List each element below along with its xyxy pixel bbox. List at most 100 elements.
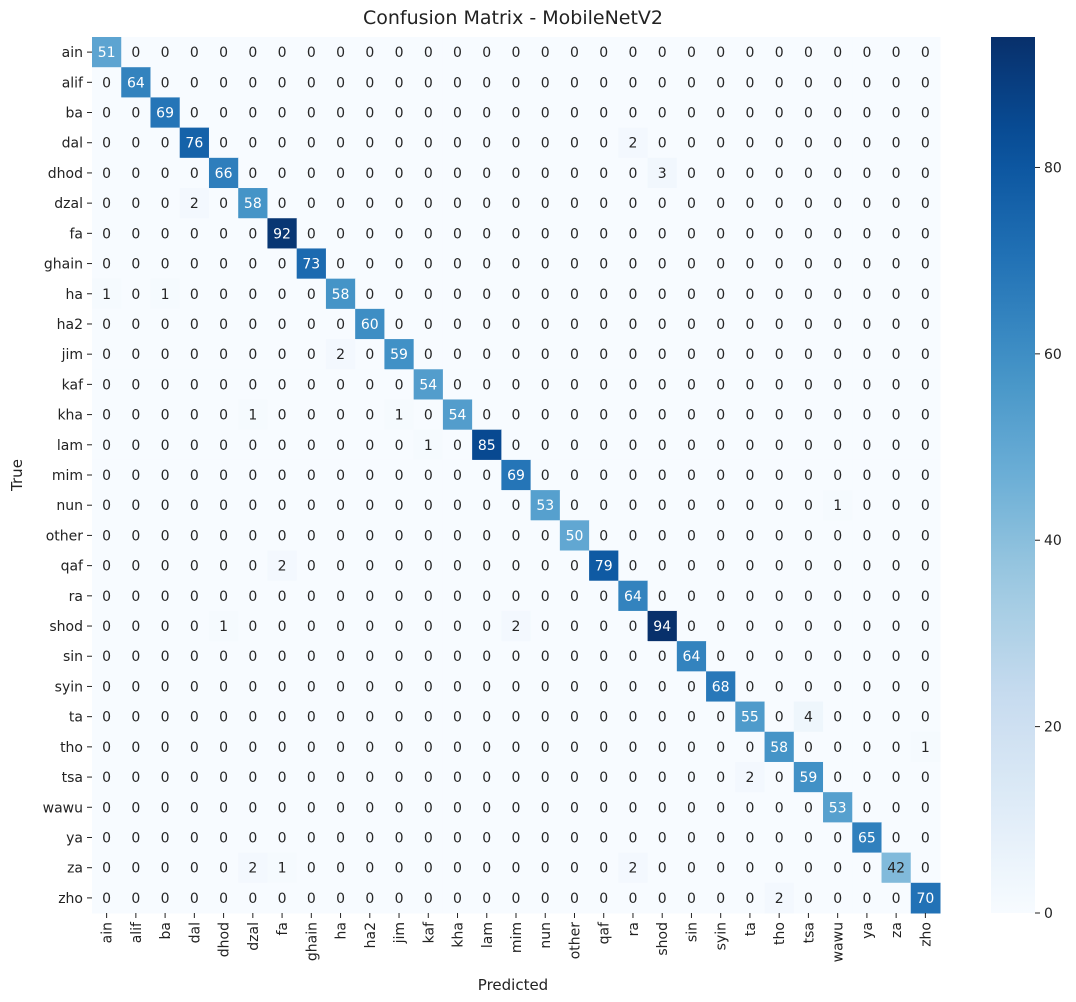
cell-value-label: 0 — [131, 800, 140, 816]
cell-value-label: 0 — [658, 408, 667, 424]
cell-value-label: 0 — [629, 377, 638, 393]
heatmap-cell — [793, 127, 824, 159]
heatmap-cell — [150, 550, 181, 582]
cell-value-label: 50 — [566, 528, 584, 544]
heatmap-cell — [296, 157, 327, 189]
heatmap-cell — [238, 399, 268, 431]
cell-value-label: 0 — [745, 166, 754, 182]
cell-value-label: 0 — [336, 196, 345, 212]
cell-value-label: 0 — [336, 830, 345, 846]
cell-value-label: 0 — [599, 106, 608, 122]
cell-value-label: 0 — [570, 408, 579, 424]
heatmap-cell — [823, 731, 853, 763]
cell-value-label: 0 — [278, 45, 287, 61]
heatmap-cell — [384, 157, 415, 189]
heatmap-cell — [150, 490, 181, 521]
heatmap-cell — [852, 429, 883, 461]
cell-value-label: 0 — [833, 679, 842, 695]
cell-value-label: 0 — [190, 861, 199, 877]
heatmap-cell — [647, 278, 678, 310]
heatmap-cell — [589, 641, 619, 672]
x-axis-label: Predicted — [478, 976, 548, 994]
cell-value-label: 0 — [307, 891, 316, 907]
cell-value-label: 0 — [219, 861, 228, 877]
heatmap-cell — [92, 520, 122, 552]
heatmap-cell — [530, 339, 561, 370]
heatmap-cell — [121, 399, 151, 431]
heatmap-cell — [910, 157, 941, 189]
cell-value-label: 0 — [482, 861, 491, 877]
heatmap-cell — [267, 610, 298, 642]
heatmap-cell — [793, 429, 824, 461]
heatmap-cell — [121, 792, 151, 823]
cell-value-label: 0 — [336, 619, 345, 635]
heatmap-cell — [764, 550, 795, 582]
heatmap-cell — [384, 550, 415, 582]
cell-value-label: 0 — [278, 438, 287, 454]
cell-value-label: 0 — [892, 770, 901, 786]
heatmap-cell — [150, 188, 181, 219]
cell-value-label: 0 — [219, 770, 228, 786]
cell-value-label: 0 — [219, 377, 228, 393]
heatmap-cell — [647, 188, 678, 219]
cell-value-label: 0 — [716, 861, 725, 877]
y-tick-label: tho — [60, 740, 83, 756]
heatmap-cell — [881, 490, 912, 521]
heatmap-cell — [413, 490, 444, 521]
y-tick-label: fa — [69, 226, 83, 242]
cell-value-label: 0 — [921, 649, 930, 665]
heatmap-cell — [472, 580, 502, 612]
heatmap-cell — [793, 731, 824, 763]
cell-value-label: 0 — [219, 106, 228, 122]
heatmap-cell — [559, 308, 590, 340]
heatmap-cell — [355, 37, 385, 68]
heatmap-cell — [764, 671, 795, 703]
cell-value-label: 0 — [629, 498, 638, 514]
cell-value-label: 0 — [775, 226, 784, 242]
heatmap-cell — [589, 580, 619, 612]
heatmap-cell — [442, 429, 473, 461]
heatmap-cell — [296, 610, 327, 642]
heatmap-cell — [238, 701, 268, 733]
heatmap-cell — [208, 339, 239, 370]
cell-value-label: 0 — [599, 740, 608, 756]
heatmap-cell — [296, 399, 327, 431]
cell-value-label: 0 — [629, 891, 638, 907]
cell-value-label: 0 — [424, 106, 433, 122]
heatmap-cell — [442, 792, 473, 823]
heatmap-cell — [735, 761, 766, 793]
heatmap-cell — [618, 97, 649, 129]
y-tick-label: shod — [49, 619, 83, 635]
cell-value-label: 0 — [307, 45, 316, 61]
cell-value-label: 0 — [570, 830, 579, 846]
heatmap-cell — [267, 37, 298, 68]
cell-value-label: 0 — [161, 136, 170, 152]
cell-value-label: 0 — [161, 619, 170, 635]
cell-value-label: 0 — [658, 528, 667, 544]
heatmap-cell — [559, 792, 590, 823]
heatmap-cell — [92, 399, 122, 431]
cell-value-label: 0 — [921, 196, 930, 212]
heatmap-cell — [764, 97, 795, 129]
cell-value-label: 0 — [219, 468, 228, 484]
cell-value-label: 0 — [365, 287, 374, 303]
cell-value-label: 0 — [482, 830, 491, 846]
heatmap-cell — [472, 429, 502, 461]
cell-value-label: 0 — [921, 287, 930, 303]
heatmap-cell — [530, 671, 561, 703]
cell-value-label: 0 — [892, 317, 901, 333]
cell-value-label: 0 — [775, 559, 784, 575]
heatmap-cell — [355, 308, 385, 340]
heatmap-cell — [92, 37, 122, 68]
heatmap-cell — [618, 278, 649, 310]
cell-value-label: 0 — [248, 438, 257, 454]
heatmap-cell — [472, 218, 502, 249]
heatmap-cell — [881, 369, 912, 400]
cell-value-label: 0 — [131, 679, 140, 695]
heatmap-cell — [238, 822, 268, 854]
cell-value-label: 0 — [278, 377, 287, 393]
cell-value-label: 0 — [833, 136, 842, 152]
heatmap-cell — [92, 490, 122, 521]
cell-value-label: 0 — [190, 317, 199, 333]
cell-value-label: 0 — [921, 498, 930, 514]
